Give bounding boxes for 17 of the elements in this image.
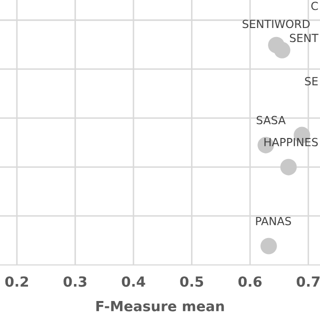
point: [280, 158, 297, 176]
x-axis-title: F-Measure mean: [96, 301, 224, 312]
text: SENTIWORD: [242, 20, 310, 28]
annotation: SE: [305, 76, 318, 86]
x-tick-label: 0.6: [238, 276, 262, 287]
point: [274, 42, 290, 58]
x-tick-label: 0.4: [122, 276, 146, 287]
text: C: [311, 2, 318, 10]
x-tick-label: 0.3: [64, 276, 86, 287]
annotation: PANAS: [256, 216, 291, 226]
x-tick-label: 0.2: [5, 276, 28, 287]
x-tick-label: 0.7: [296, 276, 320, 287]
point: [260, 238, 277, 254]
text: SENT: [290, 34, 318, 42]
annotation: HAPPINES: [264, 138, 318, 146]
annotation: SASA: [256, 116, 286, 124]
x-tick-label: 0.5: [180, 276, 204, 287]
